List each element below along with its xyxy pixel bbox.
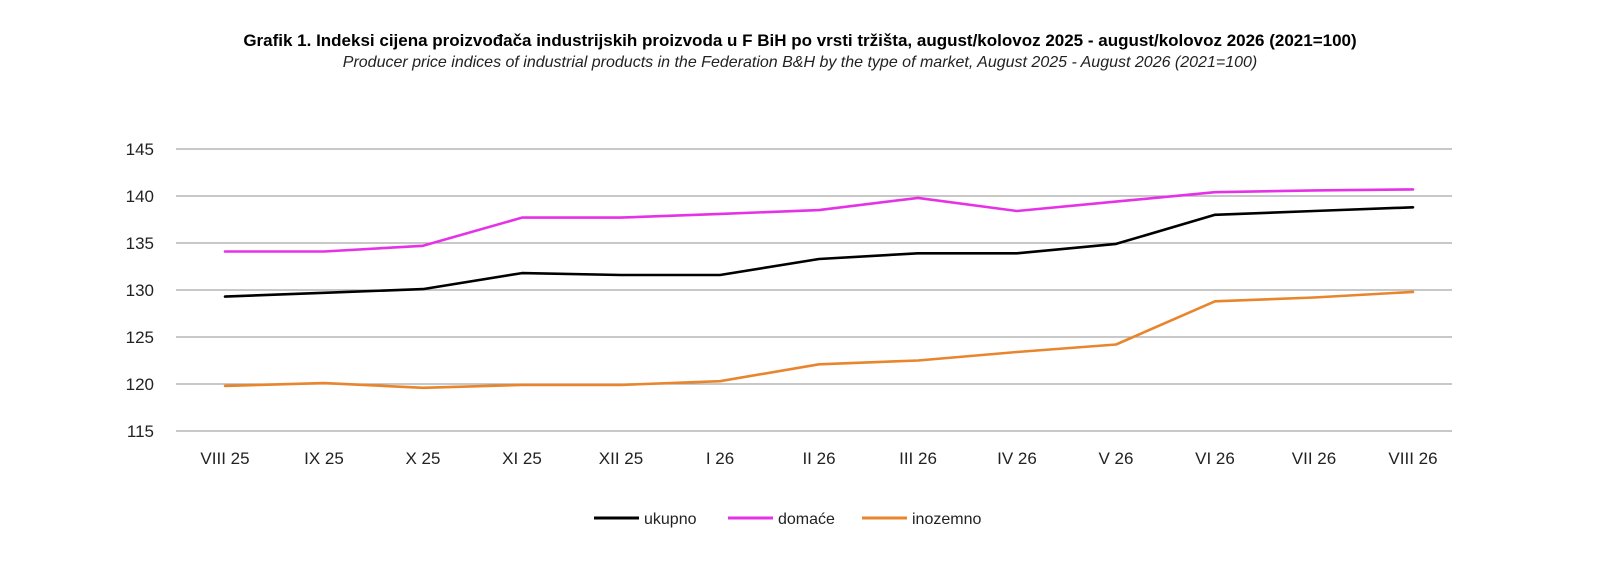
legend-label: ukupno	[644, 511, 697, 528]
y-tick-label: 130	[126, 281, 154, 300]
x-tick-label: I 26	[706, 449, 734, 468]
x-tick-label: X 25	[406, 449, 441, 468]
y-tick-label: 140	[126, 187, 154, 206]
x-tick-label: VIII 25	[200, 449, 249, 468]
x-tick-label: VIII 26	[1388, 449, 1437, 468]
x-tick-label: IX 25	[304, 449, 344, 468]
x-tick-label: V 26	[1099, 449, 1134, 468]
x-tick-label: VI 26	[1195, 449, 1235, 468]
chart-subtitle: Producer price indices of industrial pro…	[342, 54, 1258, 71]
series-line-ukupno	[223, 206, 1415, 298]
legend-label: inozemno	[912, 511, 981, 528]
x-tick-label: VII 26	[1292, 449, 1336, 468]
x-tick-label: IV 26	[997, 449, 1037, 468]
x-tick-label: XI 25	[502, 449, 542, 468]
x-tick-label: III 26	[899, 449, 937, 468]
y-tick-label: 145	[126, 140, 154, 159]
y-tick-label: 120	[126, 375, 154, 394]
chart-title: Grafik 1. Indeksi cijena proizvođača ind…	[243, 31, 1357, 50]
y-tick-label: 135	[126, 234, 154, 253]
legend-label: domaće	[778, 511, 835, 528]
series-line-domaće	[223, 188, 1415, 253]
x-tick-label: II 26	[802, 449, 835, 468]
title-block: Grafik 1. Indeksi cijena proizvođača ind…	[0, 30, 1600, 74]
y-tick-label: 125	[126, 328, 154, 347]
y-tick-label: 115	[127, 422, 154, 441]
series-line-inozemno	[223, 290, 1415, 390]
x-tick-label: XII 25	[599, 449, 643, 468]
